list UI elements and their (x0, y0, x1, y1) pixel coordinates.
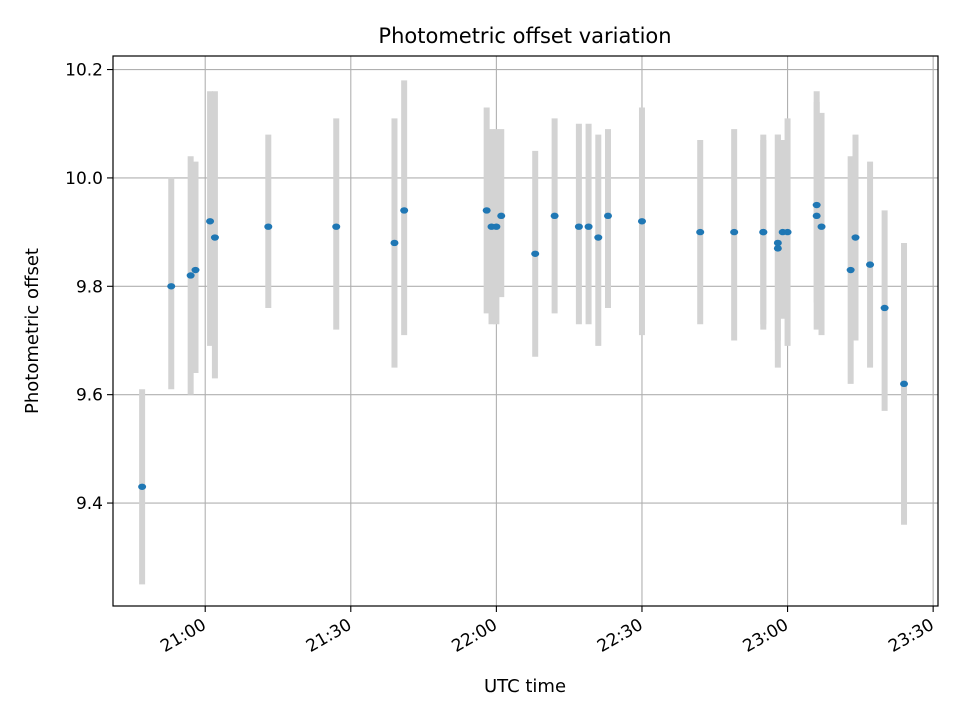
data-point (846, 266, 855, 274)
data-point (812, 212, 821, 220)
y-tick-label: 9.4 (76, 494, 103, 514)
plot-frame (112, 55, 939, 607)
data-point (880, 304, 889, 312)
data-point (550, 212, 559, 220)
data-point (637, 218, 646, 225)
y-tick-label: 10.2 (65, 61, 103, 81)
data-point (759, 228, 768, 236)
data-point (730, 228, 739, 236)
y-tick-label: 9.6 (76, 386, 103, 406)
data-point (574, 223, 583, 230)
data-point (584, 223, 593, 230)
y-axis: 9.4 9.6 9.8 10.0 10.2 (65, 61, 113, 514)
data-point (264, 223, 273, 230)
data-point (604, 212, 612, 220)
y-tick-label: 9.8 (76, 277, 103, 297)
chart-title: Photometric offset variation (378, 24, 671, 48)
data-point (817, 223, 826, 230)
data-point (210, 234, 219, 241)
x-axis-title: UTC time (484, 676, 566, 697)
data-points (138, 201, 909, 490)
data-point (696, 228, 705, 236)
data-point (773, 245, 782, 252)
data-point (332, 223, 341, 230)
data-point (851, 234, 860, 241)
data-point (400, 207, 409, 214)
data-point (900, 380, 909, 388)
data-point (186, 272, 195, 279)
data-point (191, 266, 200, 274)
data-point (492, 223, 501, 230)
data-point (812, 201, 821, 209)
data-point (390, 239, 399, 247)
data-point (783, 228, 792, 236)
data-point (531, 250, 540, 257)
y-tick-label: 10.0 (65, 169, 103, 189)
data-point (497, 212, 506, 220)
data-point (866, 261, 875, 268)
y-axis-title: Photometric offset (22, 248, 43, 414)
data-point (773, 239, 782, 247)
data-point (594, 234, 603, 241)
data-point (138, 483, 147, 490)
data-point (482, 207, 491, 214)
data-point (206, 218, 215, 225)
data-point (167, 283, 176, 290)
